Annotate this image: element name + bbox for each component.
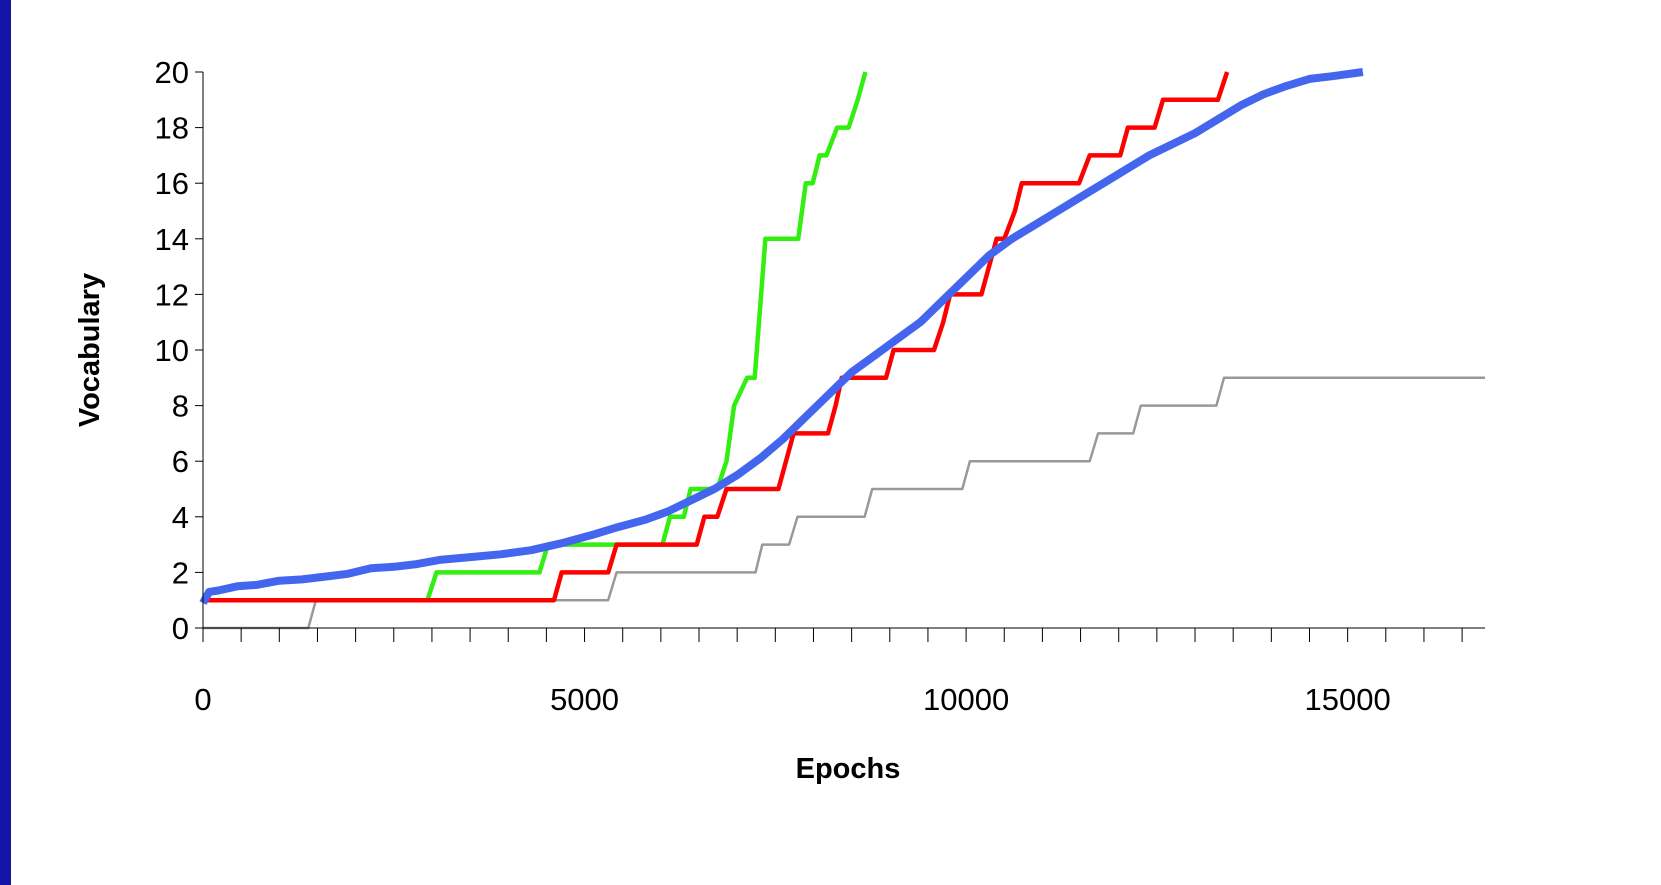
- series-line-2: [203, 71, 868, 603]
- y-tick-label: 8: [172, 389, 189, 424]
- x-tick-label: 10000: [923, 682, 1009, 717]
- y-tick-label: 6: [172, 444, 189, 479]
- series-layer: [199, 68, 1485, 630]
- slide-panel: 0 2 4 6 8 10 12 14 16 18 20 0 5000 10000 15000 Epochs …: [11, 0, 1661, 885]
- y-tick-label: 0: [172, 611, 189, 646]
- y-tick-label: 4: [172, 500, 189, 535]
- y-tick-label: 18: [155, 111, 189, 146]
- x-tick-label: 15000: [1305, 682, 1391, 717]
- y-tick-label: 20: [155, 55, 189, 90]
- series-line-3: [203, 71, 1230, 603]
- y-tick-label: 2: [172, 555, 189, 590]
- y-axis-title: Vocabulary: [74, 273, 106, 427]
- y-tick-label: 16: [155, 166, 189, 201]
- series-line-1: [203, 376, 1485, 630]
- y-tick-label: 12: [155, 277, 189, 312]
- x-axis-title: Epochs: [796, 753, 901, 785]
- y-tick-label: 14: [155, 222, 189, 257]
- y-tick-label: 10: [155, 333, 189, 368]
- series-line-4: [199, 68, 1364, 605]
- x-tick-label: 5000: [550, 682, 619, 717]
- x-tick-label: 0: [194, 682, 211, 717]
- axis-layer: 0 2 4 6 8 10 12 14 16 18 20 0 5000 10000 15000: [155, 55, 1485, 717]
